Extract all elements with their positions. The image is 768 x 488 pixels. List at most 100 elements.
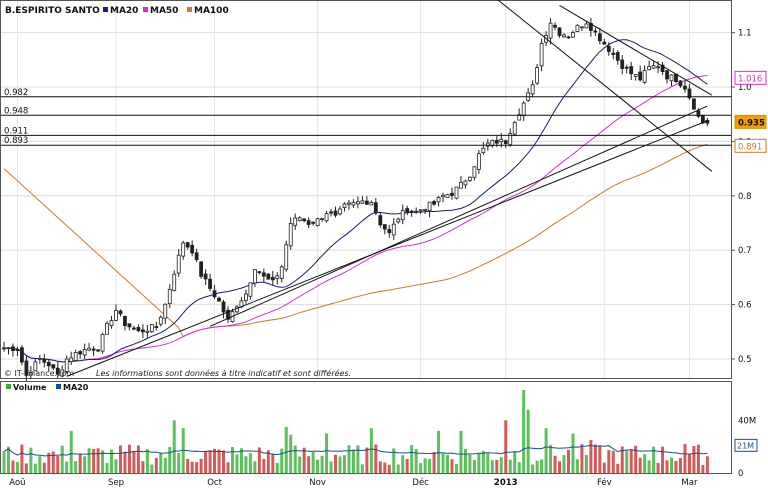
volume-bar	[607, 450, 611, 473]
candle-body	[669, 74, 674, 82]
candle-body	[606, 45, 611, 52]
candle-body	[642, 70, 647, 83]
x-month-label: 2013	[494, 478, 518, 488]
source-credit: © IT-Finance.com	[4, 369, 74, 378]
candle-body	[432, 201, 436, 205]
candle-body	[656, 66, 660, 69]
candle-body	[360, 200, 365, 204]
candle-body	[297, 217, 302, 222]
volume-bar	[118, 445, 122, 473]
x-axis: Aoû Sep Oct Nov Déc 2013 Fév Mar	[9, 477, 698, 488]
volume-bar	[56, 456, 60, 473]
candle-body	[24, 360, 29, 376]
volume-bar	[508, 459, 512, 473]
candle-body	[78, 351, 83, 355]
volume-bar	[616, 463, 620, 473]
volume-bar	[378, 461, 382, 473]
volume-bar	[522, 390, 526, 473]
volume-bar	[92, 449, 96, 473]
candle-body	[602, 41, 607, 45]
candle-body	[176, 254, 181, 274]
candle-body	[427, 201, 432, 212]
volume-bar	[334, 454, 338, 473]
volume-bar	[145, 449, 149, 473]
volume-bar	[127, 444, 131, 473]
candle-body	[687, 88, 692, 99]
candle-body	[571, 32, 575, 38]
volume-bar	[396, 464, 400, 473]
volume-bar	[351, 449, 355, 473]
candle-body	[248, 282, 253, 297]
ma100-line	[3, 143, 708, 338]
candle-body	[624, 66, 629, 69]
candle-body	[476, 153, 481, 170]
candle-body	[575, 24, 580, 32]
candle-body	[405, 208, 410, 214]
candle-body	[320, 218, 324, 221]
trendline	[497, 0, 713, 172]
volume-bar	[643, 454, 647, 473]
volume-bar	[661, 446, 665, 473]
candle-body	[172, 273, 177, 291]
volume-bar	[342, 455, 346, 473]
candle-body	[378, 215, 383, 226]
candle-body	[199, 261, 204, 277]
candle-body	[105, 322, 109, 335]
x-month-label: Oct	[207, 478, 222, 488]
candle-body	[611, 52, 616, 55]
volume-bar	[495, 459, 499, 473]
candle-body	[33, 361, 38, 372]
volume-bar	[638, 457, 642, 473]
volume-bar	[437, 430, 441, 473]
volume-bar	[692, 446, 696, 473]
volume-bar	[374, 444, 378, 473]
volume-bar	[338, 456, 342, 473]
candle-body	[521, 102, 526, 117]
volume-bar	[468, 454, 472, 473]
volume-bar	[446, 454, 450, 473]
candle-body	[163, 303, 168, 319]
legend-ma100-swatch	[187, 7, 192, 12]
candle-body	[396, 218, 401, 223]
candle-body	[221, 301, 226, 313]
volume-bar	[163, 457, 167, 473]
volume-bar	[558, 461, 562, 473]
volume-bar	[213, 448, 217, 473]
volume-bar	[580, 444, 584, 473]
level-label: 0.893	[4, 136, 28, 146]
candle-body	[441, 194, 445, 198]
value-tag-label: 0.891	[738, 142, 762, 152]
candle-body	[145, 330, 150, 333]
volume-bars	[2, 390, 709, 473]
legend-volume-label: Volume	[13, 383, 47, 392]
volume-bar	[463, 448, 467, 473]
candle-body	[665, 70, 669, 80]
candle-body	[266, 273, 271, 280]
candle-body	[158, 316, 163, 325]
volume-bar	[674, 460, 678, 473]
candle-body	[203, 273, 208, 280]
volume-bar	[168, 446, 172, 473]
volume-bar	[584, 455, 588, 473]
volume-bar	[222, 450, 226, 473]
volume-bar	[620, 446, 624, 473]
volume-bar	[549, 444, 553, 473]
volume-bar	[419, 463, 423, 473]
candle-body	[373, 202, 378, 214]
volume-bar	[544, 428, 548, 473]
volume-bar	[74, 461, 78, 473]
volume-bar	[325, 433, 329, 473]
volume-bar	[172, 420, 176, 473]
candle-body	[369, 201, 374, 206]
volume-ma-tag-box	[734, 438, 758, 452]
candle-body	[459, 181, 463, 189]
volume-bar	[298, 456, 302, 473]
volume-bar	[24, 463, 28, 473]
y-tick-label: 0.7	[738, 246, 752, 256]
volume-bar	[365, 447, 369, 473]
candle-body	[683, 85, 687, 90]
volume-bar	[316, 459, 320, 473]
candle-body	[418, 209, 423, 212]
volume-bar	[177, 453, 181, 473]
candle-body	[100, 333, 105, 352]
